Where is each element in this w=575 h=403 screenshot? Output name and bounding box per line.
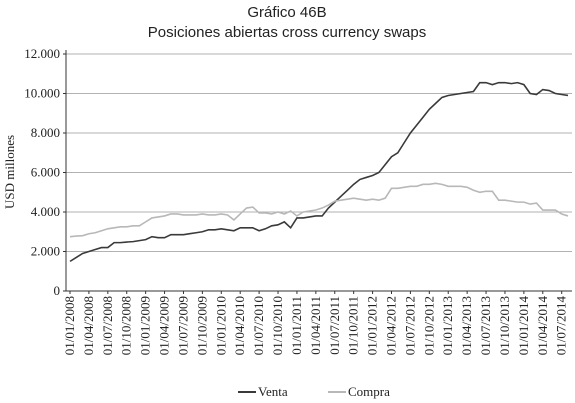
y-tick-label: 8.000 (31, 125, 60, 140)
y-tick-label: 0 (54, 283, 61, 298)
y-tick-label: 2.000 (31, 244, 60, 259)
x-tick-label: 01/10/2009 (194, 296, 209, 355)
x-tick-label: 01/07/2010 (251, 296, 266, 355)
x-tick-label: 01/10/2008 (119, 296, 134, 355)
x-tick-label: 01/01/2008 (62, 296, 77, 355)
x-tick-label: 01/04/2012 (383, 296, 398, 355)
legend-label: Compra (348, 384, 390, 399)
x-tick-label: 01/01/2010 (213, 296, 228, 355)
x-tick-label: 01/10/2012 (421, 296, 436, 355)
y-tick-label: 10.000 (24, 86, 60, 101)
x-tick-label: 01/04/2014 (535, 296, 550, 356)
x-tick-label: 01/01/2014 (516, 296, 531, 356)
x-tick-label: 01/07/2014 (554, 296, 569, 356)
x-tick-label: 01/07/2008 (100, 296, 115, 355)
x-tick-label: 01/01/2009 (138, 296, 153, 355)
x-tick-label: 01/04/2011 (308, 296, 323, 355)
x-tick-label: 01/04/2008 (81, 296, 96, 355)
x-tick-label: 01/10/2011 (346, 296, 361, 355)
x-tick-label: 01/07/2009 (175, 296, 190, 355)
series-line (69, 81, 569, 263)
x-tick-label: 01/07/2012 (402, 296, 417, 355)
series-line (69, 182, 569, 238)
y-tick-label: 6.000 (31, 165, 60, 180)
x-tick-label: 01/01/2012 (365, 296, 380, 355)
chart-title: Gráfico 46B (247, 4, 326, 21)
x-tick-label: 01/04/2010 (232, 296, 247, 355)
x-tick-label: 01/10/2013 (497, 296, 512, 355)
y-tick-label: 4.000 (31, 204, 60, 219)
x-tick-label: 01/10/2010 (270, 296, 285, 355)
legend-label: Venta (258, 384, 288, 399)
x-tick-label: 01/04/2013 (459, 296, 474, 355)
x-tick-label: 01/01/2011 (289, 296, 304, 355)
x-tick-label: 01/01/2013 (440, 296, 455, 355)
x-tick-label: 01/04/2009 (157, 296, 172, 355)
y-axis-label: USD millones (2, 135, 17, 209)
x-tick-label: 01/07/2011 (327, 296, 342, 355)
chart-subtitle: Posiciones abiertas cross currency swaps (148, 24, 426, 41)
x-tick-label: 01/07/2013 (478, 296, 493, 355)
y-tick-label: 12.000 (24, 46, 60, 61)
